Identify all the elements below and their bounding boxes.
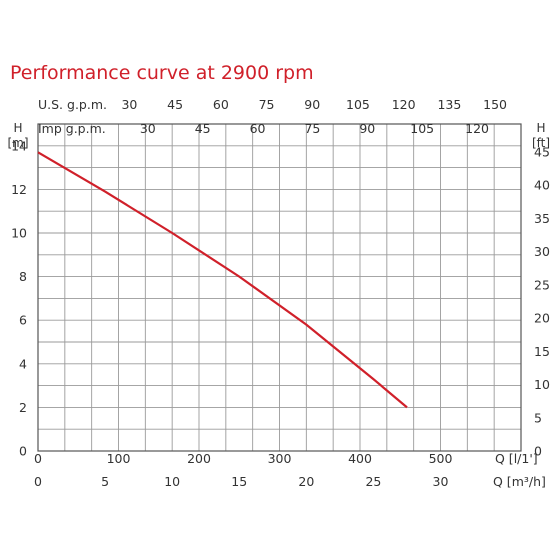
right-tick-label: 20 [534,311,550,326]
left-tick-label: 14 [11,138,27,153]
imp-gpm-tick-label: 60 [250,121,266,136]
lmin-tick-label: 500 [429,451,453,466]
imp-gpm-axis-label: Imp g.p.m. [38,121,106,136]
us-gpm-tick-label: 105 [346,97,370,112]
us-gpm-tick-label: 135 [437,97,461,112]
chart-title: Performance curve at 2900 rpm [10,62,314,84]
right-tick-label: 10 [534,377,550,392]
right-axis-label: H [536,121,545,135]
m3h-tick-label: 15 [231,474,247,489]
left-tick-label: 0 [19,444,27,459]
imp-gpm-tick-label: 75 [304,121,320,136]
imp-gpm-tick-label: 120 [465,121,489,136]
left-tick-label: 10 [11,226,27,241]
right-tick-label: 40 [534,178,550,193]
left-tick-label: 6 [19,313,27,328]
m3h-tick-label: 25 [365,474,381,489]
right-tick-label: 0 [534,444,542,459]
left-tick-label: 2 [19,400,27,415]
m3h-tick-label: 30 [433,474,449,489]
left-axis-unit: [m] [7,136,28,150]
lmin-tick-label: 0 [34,451,42,466]
left-axis-label: H [13,121,22,135]
grid [38,124,521,451]
right-tick-label: 5 [534,410,542,425]
us-gpm-tick-label: 45 [167,97,183,112]
lmin-tick-label: 400 [348,451,372,466]
left-tick-label: 4 [19,356,27,371]
imp-gpm-tick-label: 90 [359,121,375,136]
us-gpm-tick-label: 120 [392,97,416,112]
right-tick-label: 35 [534,211,550,226]
right-tick-label: 30 [534,244,550,259]
left-tick-label: 12 [11,182,27,197]
us-gpm-tick-label: 30 [121,97,137,112]
plot-frame [37,123,522,452]
performance-curve-line [37,151,408,409]
us-gpm-tick-label: 150 [483,97,507,112]
imp-gpm-tick-label: 45 [195,121,211,136]
imp-gpm-tick-label: 30 [140,121,156,136]
us-gpm-tick-label: 60 [213,97,229,112]
lmin-tick-label: 200 [187,451,211,466]
us-gpm-tick-label: 75 [259,97,275,112]
m3h-axis-label: Q [m³/h] [493,474,546,489]
imp-gpm-tick-label: 105 [410,121,434,136]
m3h-tick-label: 5 [101,474,109,489]
m3h-tick-label: 0 [34,474,42,489]
us-gpm-tick-label: 90 [304,97,320,112]
lmin-tick-label: 100 [107,451,131,466]
m3h-tick-label: 20 [298,474,314,489]
us-gpm-axis-label: U.S. g.p.m. [38,97,107,112]
right-tick-label: 15 [534,344,550,359]
right-tick-label: 45 [534,144,550,159]
lmin-tick-label: 300 [268,451,292,466]
left-tick-label: 8 [19,269,27,284]
lmin-axis-label: Q [l/1'] [495,451,538,466]
m3h-tick-label: 10 [164,474,180,489]
right-tick-label: 25 [534,277,550,292]
right-axis-unit: [ft] [532,136,550,150]
